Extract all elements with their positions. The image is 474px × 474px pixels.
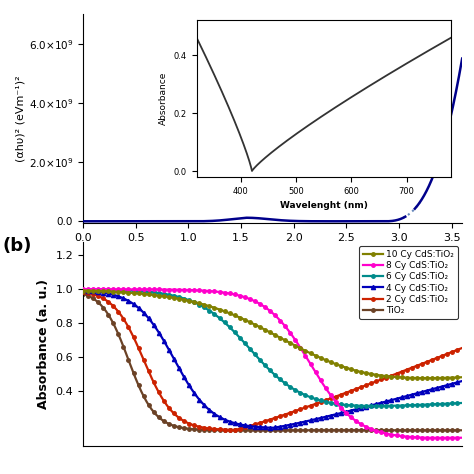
4 Cy CdS:TiO₂ <box>459 378 465 384</box>
2 Cy CdS:TiO₂ <box>411 364 417 370</box>
4 Cy CdS:TiO₂ <box>123 297 129 302</box>
6 Cy CdS:TiO₂ <box>80 287 86 292</box>
Line: 4 Cy CdS:TiO₂: 4 Cy CdS:TiO₂ <box>81 288 464 430</box>
10 Cy CdS:TiO₂ <box>242 317 247 323</box>
TiO₂ <box>226 428 231 433</box>
Line: 2 Cy CdS:TiO₂: 2 Cy CdS:TiO₂ <box>81 290 464 432</box>
4 Cy CdS:TiO₂ <box>452 380 458 386</box>
TiO₂ <box>123 351 129 356</box>
TiO₂ <box>146 402 152 408</box>
2 Cy CdS:TiO₂ <box>123 320 129 326</box>
10 Cy CdS:TiO₂ <box>424 375 430 381</box>
Line: 8 Cy CdS:TiO₂: 8 Cy CdS:TiO₂ <box>81 288 464 440</box>
4 Cy CdS:TiO₂ <box>80 288 86 293</box>
10 Cy CdS:TiO₂ <box>411 375 417 381</box>
8 Cy CdS:TiO₂ <box>437 435 442 441</box>
Line: 10 Cy CdS:TiO₂: 10 Cy CdS:TiO₂ <box>81 289 464 380</box>
6 Cy CdS:TiO₂ <box>452 401 458 406</box>
6 Cy CdS:TiO₂ <box>123 288 129 293</box>
Y-axis label: (αhυ)² (eVm⁻¹)²: (αhυ)² (eVm⁻¹)² <box>16 75 26 162</box>
10 Cy CdS:TiO₂ <box>452 375 458 381</box>
8 Cy CdS:TiO₂ <box>242 294 247 300</box>
2 Cy CdS:TiO₂ <box>242 425 248 430</box>
4 Cy CdS:TiO₂ <box>226 418 231 424</box>
8 Cy CdS:TiO₂ <box>459 435 465 440</box>
Line: 6 Cy CdS:TiO₂: 6 Cy CdS:TiO₂ <box>81 288 464 408</box>
TiO₂ <box>411 428 417 433</box>
TiO₂ <box>459 428 465 433</box>
Text: (b): (b) <box>2 237 32 255</box>
Line: TiO₂: TiO₂ <box>81 292 464 432</box>
10 Cy CdS:TiO₂ <box>146 292 152 297</box>
8 Cy CdS:TiO₂ <box>226 291 231 296</box>
4 Cy CdS:TiO₂ <box>242 422 247 428</box>
TiO₂ <box>452 428 457 433</box>
10 Cy CdS:TiO₂ <box>459 374 465 380</box>
2 Cy CdS:TiO₂ <box>80 289 86 295</box>
4 Cy CdS:TiO₂ <box>270 425 275 431</box>
TiO₂ <box>80 291 86 297</box>
8 Cy CdS:TiO₂ <box>411 434 417 440</box>
2 Cy CdS:TiO₂ <box>459 345 465 351</box>
8 Cy CdS:TiO₂ <box>452 435 458 441</box>
2 Cy CdS:TiO₂ <box>146 369 152 374</box>
6 Cy CdS:TiO₂ <box>411 402 417 408</box>
10 Cy CdS:TiO₂ <box>226 310 231 316</box>
TiO₂ <box>242 428 247 433</box>
6 Cy CdS:TiO₂ <box>372 403 377 409</box>
Y-axis label: Absorbance (a. u.): Absorbance (a. u.) <box>37 279 50 409</box>
6 Cy CdS:TiO₂ <box>226 323 231 329</box>
2 Cy CdS:TiO₂ <box>452 348 458 354</box>
X-axis label: Energy (eV): Energy (eV) <box>226 248 319 262</box>
8 Cy CdS:TiO₂ <box>123 286 129 292</box>
2 Cy CdS:TiO₂ <box>226 427 231 433</box>
Legend: 10 Cy CdS:TiO₂, 8 Cy CdS:TiO₂, 6 Cy CdS:TiO₂, 4 Cy CdS:TiO₂, 2 Cy CdS:TiO₂, TiO₂: 10 Cy CdS:TiO₂, 8 Cy CdS:TiO₂, 6 Cy CdS:… <box>359 246 457 319</box>
10 Cy CdS:TiO₂ <box>123 290 129 295</box>
6 Cy CdS:TiO₂ <box>146 289 152 295</box>
6 Cy CdS:TiO₂ <box>242 340 247 346</box>
8 Cy CdS:TiO₂ <box>146 287 152 292</box>
6 Cy CdS:TiO₂ <box>459 400 465 406</box>
4 Cy CdS:TiO₂ <box>411 392 417 397</box>
10 Cy CdS:TiO₂ <box>80 288 86 293</box>
8 Cy CdS:TiO₂ <box>80 286 86 292</box>
2 Cy CdS:TiO₂ <box>232 427 237 433</box>
4 Cy CdS:TiO₂ <box>146 316 152 321</box>
